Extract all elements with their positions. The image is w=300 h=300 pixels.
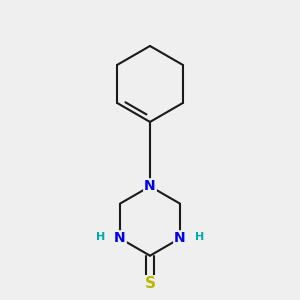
Text: N: N xyxy=(114,231,126,245)
Text: N: N xyxy=(174,231,186,245)
Text: H: H xyxy=(95,232,105,242)
Text: N: N xyxy=(144,179,156,193)
Text: H: H xyxy=(195,232,205,242)
Text: S: S xyxy=(145,276,155,291)
